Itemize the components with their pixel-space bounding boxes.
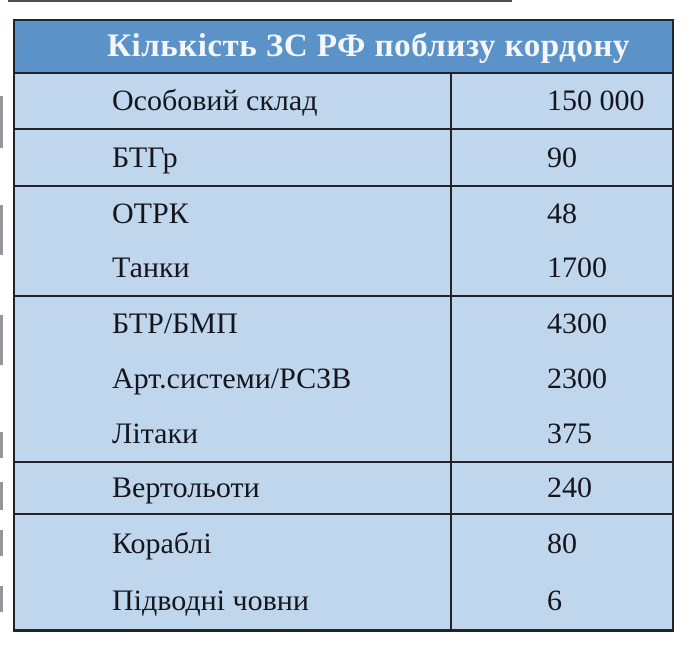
photo-edge-artifact: [0, 482, 3, 510]
row-value: 375: [547, 416, 592, 450]
row-label: ОТРК: [112, 197, 189, 230]
row-label: Особовий склад: [112, 84, 318, 117]
row-value: 1700: [547, 251, 607, 284]
photo-edge-artifact: [0, 205, 3, 255]
value-cell: 90: [450, 130, 672, 185]
row-label: Літаки: [112, 416, 199, 450]
table-row-group: Особовий склад 150 000: [15, 74, 672, 130]
label-cell: Особовий склад: [15, 74, 450, 128]
row-label: БТГр: [112, 140, 178, 174]
row-label: Арт.системи/РСЗВ: [112, 362, 352, 395]
value-cell: 80 6: [450, 515, 672, 629]
photo-edge-artifact: [0, 432, 3, 458]
label-cell: Кораблі Підводні човни: [15, 515, 450, 629]
photo-edge-artifact: [0, 586, 3, 612]
label-cell: БТГр: [15, 130, 450, 185]
photo-crop-artifact-line: [8, 0, 512, 2]
table-title: Кількість ЗС РФ поблизу кордону: [15, 21, 672, 74]
table-row-group: ОТРК Танки 48 1700: [15, 187, 672, 297]
value-cell: 4300 2300 375: [450, 297, 672, 461]
value-cell: 150 000: [450, 74, 672, 128]
row-label: Підводні човни: [112, 583, 309, 617]
row-value: 150 000: [547, 84, 645, 117]
row-value: 80: [547, 526, 577, 560]
photo-edge-artifact: [0, 96, 3, 148]
row-label: БТР/БМП: [112, 307, 238, 341]
row-label: Танки: [112, 251, 190, 284]
row-label: Вертольоти: [112, 471, 260, 504]
row-value: 48: [547, 197, 577, 230]
row-value: 4300: [547, 307, 607, 341]
value-cell: 240: [450, 463, 672, 513]
photo-edge-artifact: [0, 530, 3, 556]
russian-forces-table: Кількість ЗС РФ поблизу кордону Особовий…: [13, 19, 674, 632]
row-label: Кораблі: [112, 526, 212, 560]
row-value: 2300: [547, 362, 607, 395]
value-cell: 48 1700: [450, 187, 672, 295]
table-row-group: Кораблі Підводні човни 80 6: [15, 515, 672, 629]
label-cell: БТР/БМП Арт.системи/РСЗВ Літаки: [15, 297, 450, 461]
row-value: 90: [547, 140, 577, 174]
row-value: 6: [547, 583, 562, 617]
row-value: 240: [547, 471, 592, 504]
photo-edge-artifact: [0, 315, 3, 365]
table-body: Особовий склад 150 000 БТГр 90 ОТРК Танк…: [15, 74, 672, 629]
table-row-group: Вертольоти 240: [15, 463, 672, 515]
table-row-group: БТР/БМП Арт.системи/РСЗВ Літаки 4300 230…: [15, 297, 672, 463]
table-row-group: БТГр 90: [15, 130, 672, 187]
label-cell: ОТРК Танки: [15, 187, 450, 295]
label-cell: Вертольоти: [15, 463, 450, 513]
